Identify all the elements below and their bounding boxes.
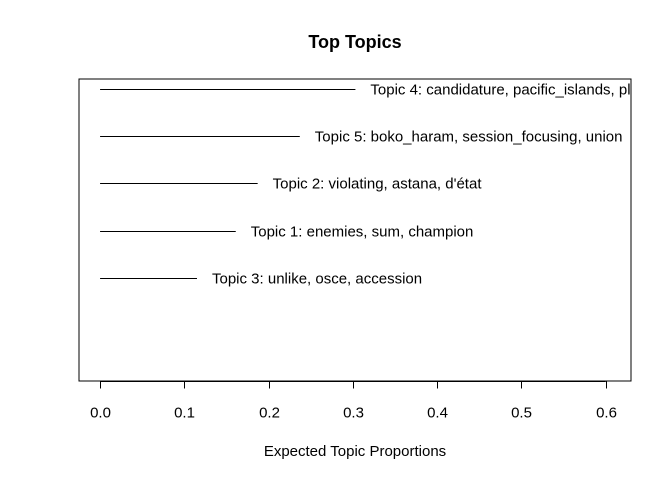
- x-tick-label-4: 0.4: [427, 405, 448, 422]
- topic-label-2: Topic 5: boko_haram, session_focusing, u…: [315, 129, 623, 146]
- x-axis-label: Expected Topic Proportions: [264, 443, 446, 460]
- x-tick-label-6: 0.6: [596, 405, 617, 422]
- x-tick-label-2: 0.2: [259, 405, 280, 422]
- x-tick-label-5: 0.5: [511, 405, 532, 422]
- x-tick-label-3: 0.3: [343, 405, 364, 422]
- topic-label-1: Topic 4: candidature, pacific_islands, p…: [370, 82, 664, 99]
- topic-label-3: Topic 2: violating, astana, d'état: [273, 176, 483, 193]
- x-tick-label-0: 0.0: [90, 405, 111, 422]
- x-tick-label-1: 0.1: [174, 405, 195, 422]
- topic-label-4: Topic 1: enemies, sum, champion: [251, 224, 474, 241]
- topic-label-5: Topic 3: unlike, osce, accession: [212, 271, 422, 288]
- chart-title: Top Topics: [308, 32, 401, 52]
